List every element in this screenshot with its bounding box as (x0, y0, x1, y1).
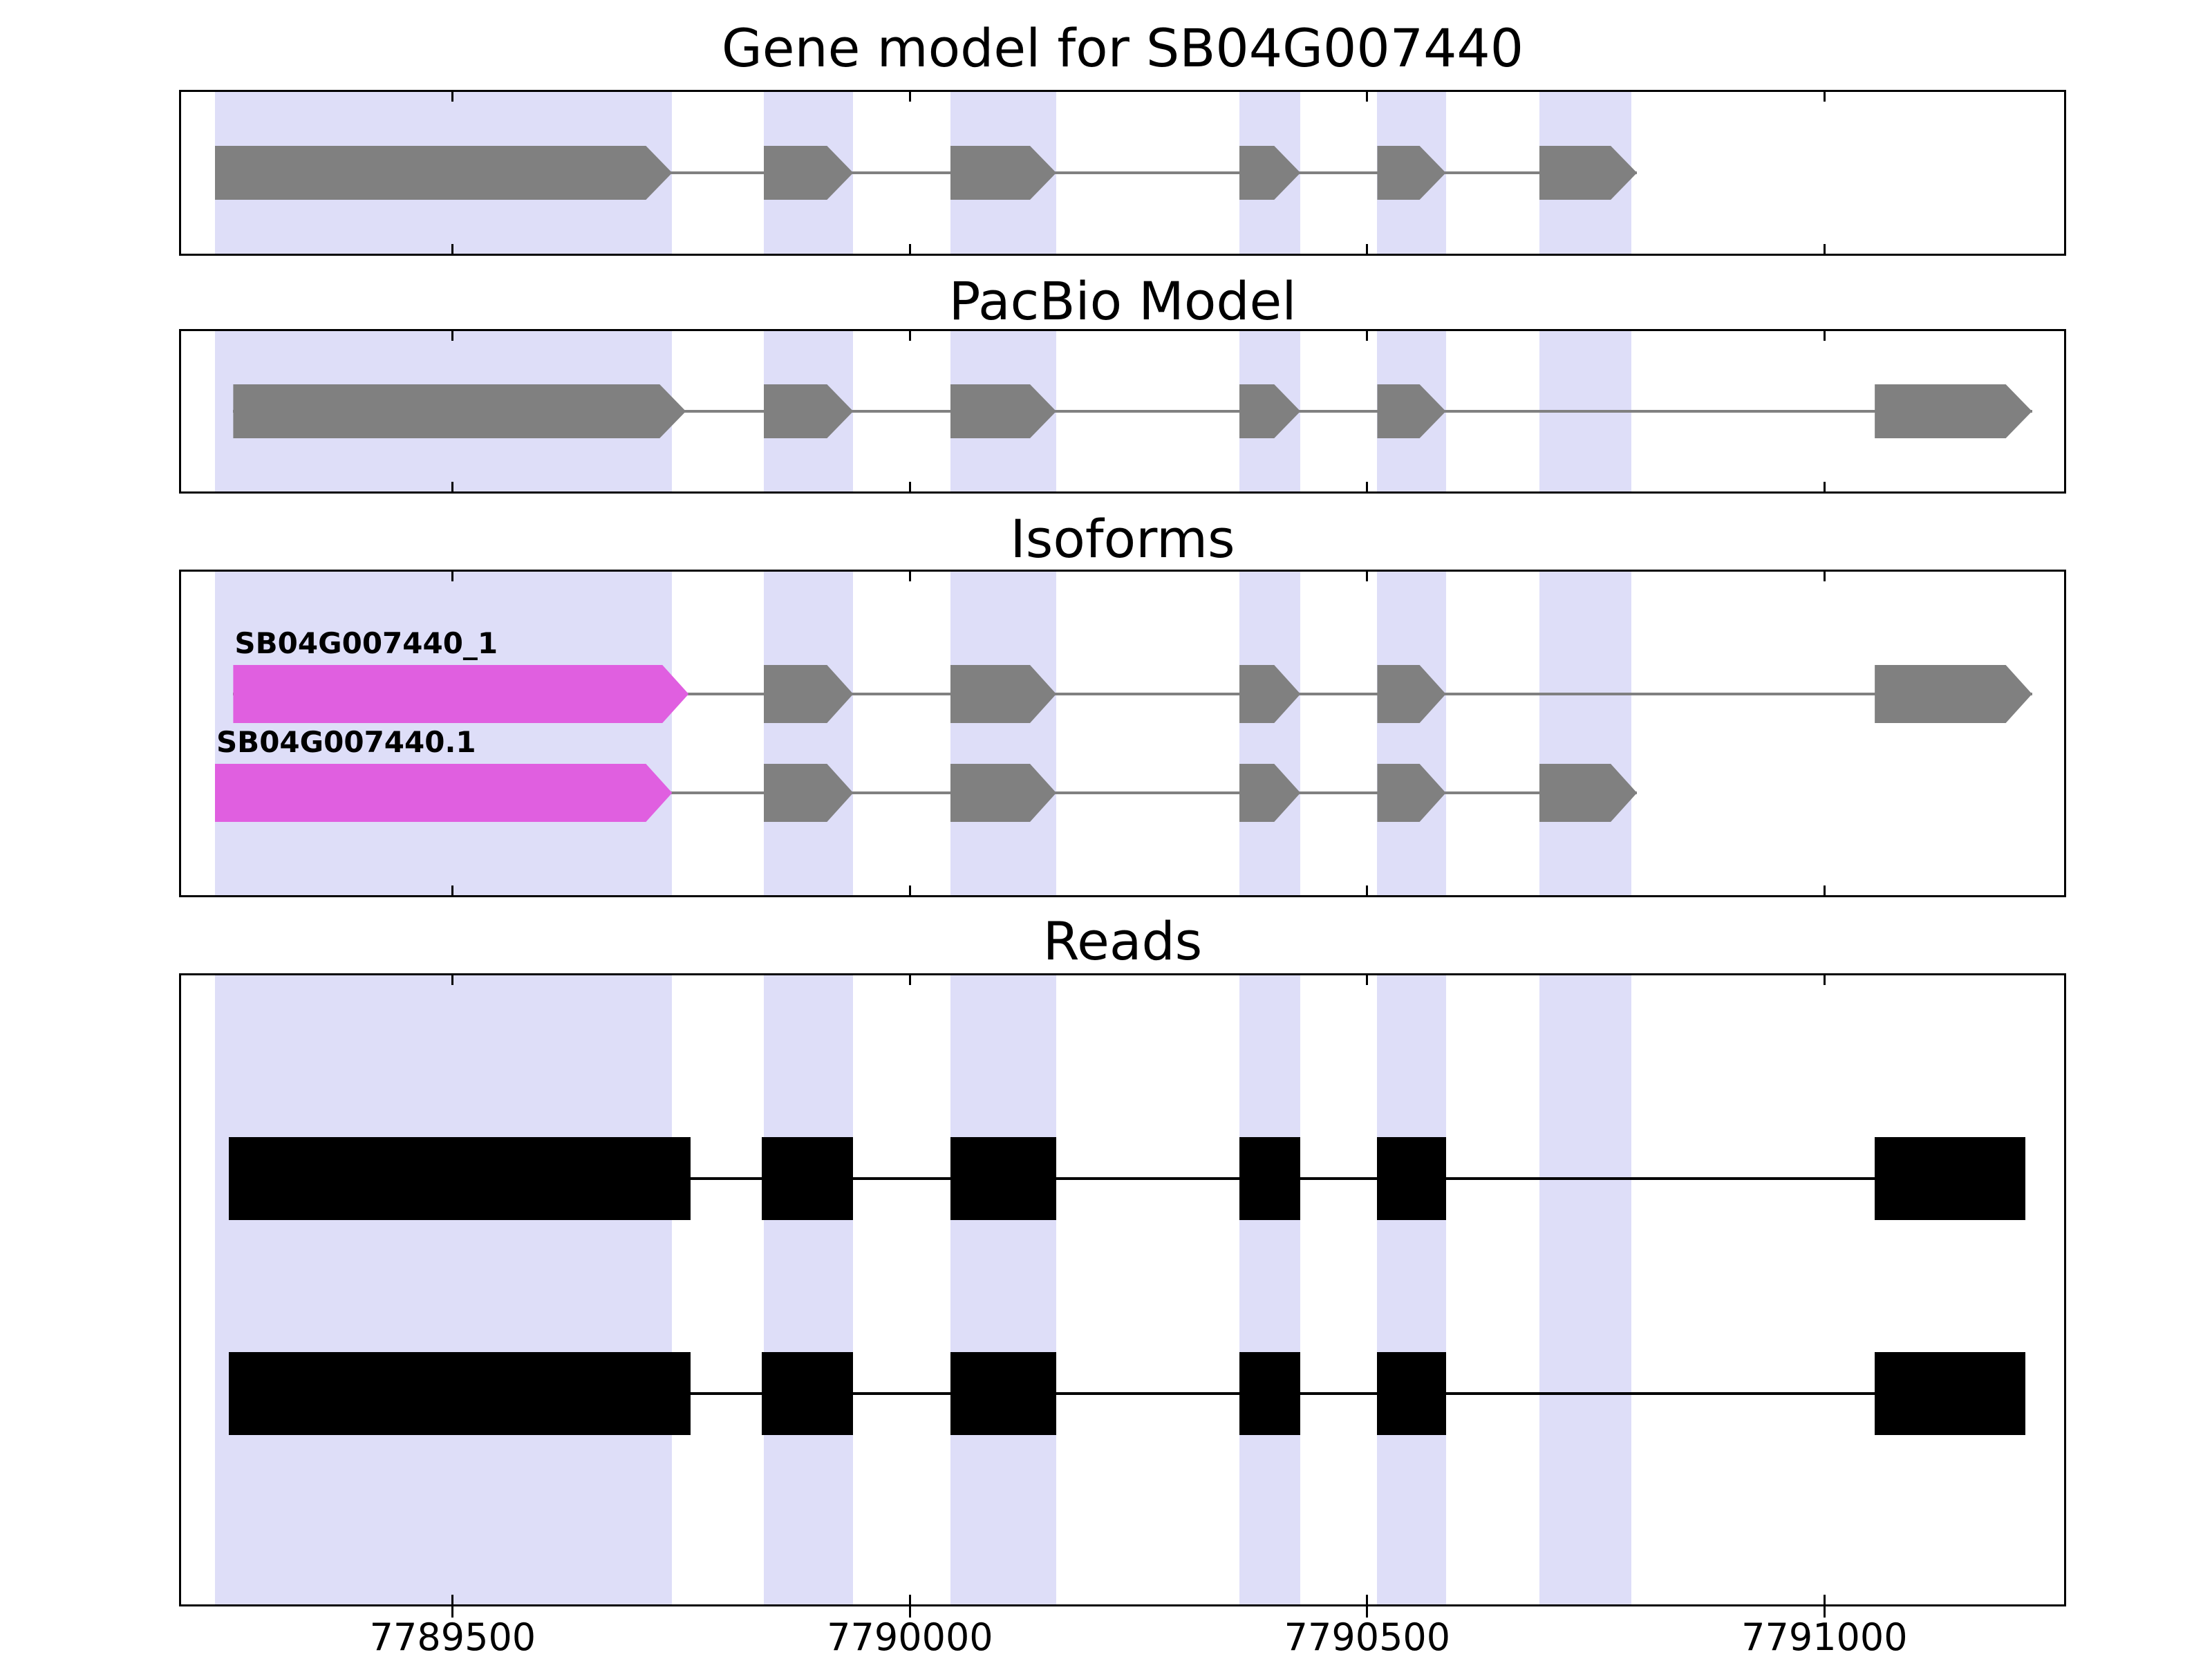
axis-tick (1366, 331, 1369, 341)
panel-pacbio-model (179, 329, 2066, 494)
exon-block (950, 764, 1056, 822)
exon-block (1377, 1137, 1446, 1220)
axis-tick (451, 572, 454, 581)
exon-highlight-band (1377, 975, 1446, 1604)
axis-tick (1823, 92, 1826, 102)
exon-block (215, 764, 672, 822)
intron-line (214, 171, 1638, 174)
axis-tick (1366, 885, 1369, 895)
axis-tick (1366, 572, 1369, 581)
exon-block (233, 384, 686, 438)
axis-tick (908, 885, 911, 895)
axis-tick (1366, 482, 1369, 491)
axis-tick (1823, 331, 1826, 341)
axis-tick (1366, 1606, 1369, 1618)
exon-highlight-band (1539, 975, 1632, 1604)
exon-block (762, 1352, 854, 1435)
panel-title-reads: Reads (1042, 910, 1203, 972)
axis-tick (451, 885, 454, 895)
intron-line (228, 1392, 2026, 1395)
axis-tick (908, 482, 911, 491)
exon-block (1239, 1352, 1301, 1435)
exon-highlight-band (214, 975, 673, 1604)
exon-block (950, 665, 1056, 723)
axis-tick (908, 975, 911, 985)
axis-tick (451, 1595, 454, 1604)
isoform-label: SB04G007440.1 (216, 725, 476, 759)
panel-isoforms: SB04G007440_1 SB04G007440.1 (179, 570, 2066, 897)
axis-tick (1366, 975, 1369, 985)
plot-area-isoforms: SB04G007440_1 SB04G007440.1 (181, 572, 2064, 895)
axis-tick (908, 1606, 911, 1618)
exon-block (950, 1352, 1057, 1435)
exon-block (762, 1137, 854, 1220)
axis-tick (908, 244, 911, 254)
panel-title-gene-model: Gene model for SB04G007440 (721, 17, 1524, 79)
exon-block (215, 146, 672, 200)
axis-tick-label: 7790500 (1284, 1615, 1451, 1659)
exon-highlight-band (214, 572, 673, 895)
axis-tick (1366, 244, 1369, 254)
exon-highlight-band (763, 572, 854, 895)
axis-tick (451, 92, 454, 102)
plot-area-gene-model (181, 92, 2064, 254)
axis-tick (1823, 1606, 1826, 1618)
axis-tick (451, 331, 454, 341)
exon-block (1377, 1352, 1446, 1435)
axis-tick-label: 7791000 (1741, 1615, 1908, 1659)
exon-highlight-band (763, 975, 854, 1604)
exon-block (1875, 1137, 2026, 1220)
exon-block (950, 1137, 1057, 1220)
intron-line (233, 410, 2032, 413)
exon-highlight-band (1377, 572, 1446, 895)
intron-line (214, 791, 1638, 794)
exon-highlight-band (1239, 975, 1301, 1604)
exon-highlight-band (1239, 572, 1301, 895)
exon-block (1239, 1137, 1301, 1220)
exon-block (228, 1352, 691, 1435)
exon-highlight-band (1539, 572, 1632, 895)
exon-block (950, 384, 1056, 438)
axis-tick (451, 244, 454, 254)
panel-title-pacbio-model: PacBio Model (948, 270, 1297, 332)
axis-tick (1823, 885, 1826, 895)
plot-area-pacbio-model (181, 331, 2064, 491)
exon-block (950, 146, 1056, 200)
axis-tick (1823, 482, 1826, 491)
exon-block (228, 1137, 691, 1220)
panel-title-isoforms: Isoforms (1010, 508, 1235, 570)
axis-tick (451, 482, 454, 491)
axis-tick (908, 331, 911, 341)
axis-tick (1366, 1595, 1369, 1604)
plot-area-reads (181, 975, 2064, 1604)
exon-block (1875, 1352, 2026, 1435)
exon-block (1875, 384, 2032, 438)
axis-tick (1366, 92, 1369, 102)
axis-tick (1823, 975, 1826, 985)
axis-tick (908, 1595, 911, 1604)
axis-tick (908, 92, 911, 102)
axis-tick (451, 1606, 454, 1618)
exon-highlight-band (950, 975, 1057, 1604)
axis-tick (908, 572, 911, 581)
axis-tick (1823, 572, 1826, 581)
panel-gene-model (179, 90, 2066, 256)
exon-highlight-band (950, 572, 1057, 895)
exon-block (233, 665, 688, 723)
isoform-label: SB04G007440_1 (234, 626, 498, 660)
axis-tick (1823, 244, 1826, 254)
axis-tick (451, 975, 454, 985)
intron-line (228, 1177, 2026, 1180)
exon-block (1875, 665, 2032, 723)
intron-line (233, 693, 2032, 695)
axis-tick-label: 7789500 (369, 1615, 536, 1659)
axis-tick-label: 7790000 (827, 1615, 993, 1659)
panel-reads (179, 973, 2066, 1606)
axis-tick (1823, 1595, 1826, 1604)
